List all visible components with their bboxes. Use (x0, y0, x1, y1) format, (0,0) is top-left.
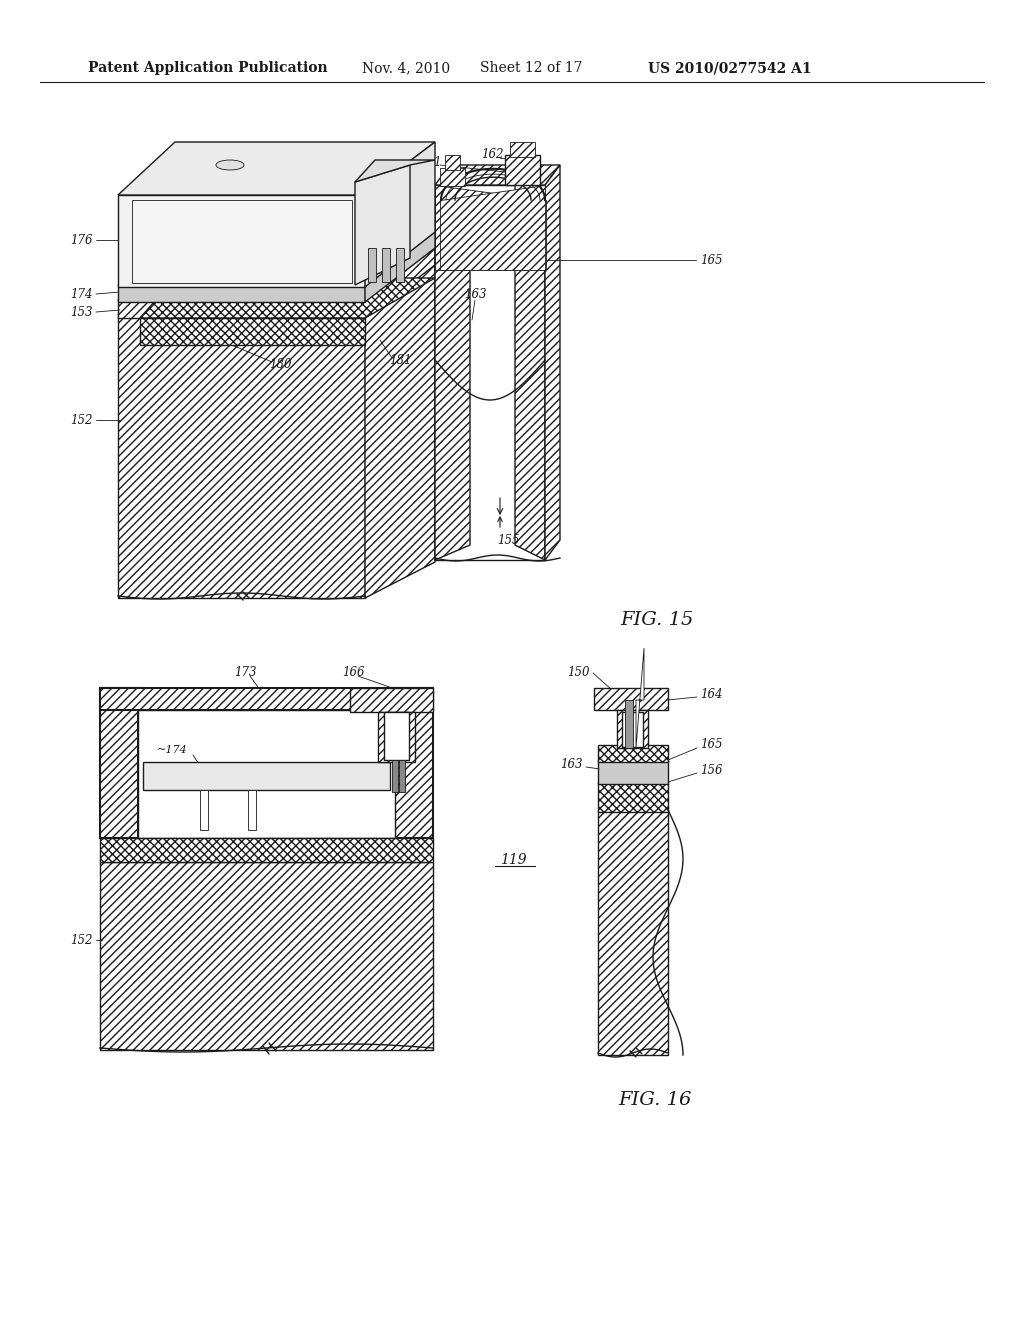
Polygon shape (435, 165, 560, 185)
Polygon shape (118, 143, 435, 195)
Polygon shape (384, 711, 409, 760)
Polygon shape (132, 201, 352, 282)
Polygon shape (598, 744, 668, 762)
Text: 162: 162 (480, 149, 503, 161)
Text: ~174: ~174 (157, 744, 187, 755)
Text: 174: 174 (71, 288, 93, 301)
Text: 166: 166 (342, 665, 365, 678)
Text: 161: 161 (419, 157, 441, 169)
Polygon shape (598, 781, 668, 812)
Polygon shape (510, 143, 535, 157)
Polygon shape (435, 185, 545, 560)
Polygon shape (100, 838, 433, 862)
Text: 155: 155 (497, 533, 519, 546)
Polygon shape (594, 688, 668, 710)
Polygon shape (118, 315, 365, 598)
Text: 152: 152 (71, 933, 93, 946)
Polygon shape (200, 789, 208, 830)
Polygon shape (365, 261, 435, 598)
Polygon shape (365, 248, 435, 318)
Text: Nov. 4, 2010: Nov. 4, 2010 (362, 61, 451, 75)
Text: 153: 153 (71, 305, 93, 318)
Polygon shape (505, 154, 540, 185)
Polygon shape (365, 232, 435, 302)
Polygon shape (440, 168, 465, 186)
Text: 181: 181 (389, 354, 412, 367)
Text: 165: 165 (700, 738, 723, 751)
Text: 163: 163 (464, 289, 486, 301)
Text: Patent Application Publication: Patent Application Publication (88, 61, 328, 75)
Polygon shape (100, 688, 433, 710)
Polygon shape (368, 248, 376, 282)
Text: Sheet 12 of 17: Sheet 12 of 17 (480, 61, 583, 75)
Polygon shape (617, 710, 648, 748)
Text: 164: 164 (700, 689, 723, 701)
Polygon shape (118, 285, 365, 302)
Polygon shape (515, 185, 545, 560)
Polygon shape (355, 165, 410, 285)
Text: 152: 152 (71, 413, 93, 426)
Text: 176: 176 (71, 234, 93, 247)
Text: 173: 173 (233, 665, 256, 678)
Polygon shape (350, 688, 433, 711)
Text: 165: 165 (700, 253, 723, 267)
Polygon shape (545, 165, 560, 560)
Text: 165: 165 (347, 181, 370, 194)
Polygon shape (636, 648, 644, 748)
Polygon shape (435, 185, 546, 271)
Text: 119: 119 (500, 853, 526, 867)
Polygon shape (118, 232, 435, 285)
Polygon shape (392, 760, 398, 792)
Polygon shape (395, 688, 433, 838)
Polygon shape (118, 261, 435, 315)
Ellipse shape (216, 160, 244, 170)
Text: 180: 180 (268, 359, 291, 371)
Polygon shape (598, 810, 668, 1055)
Polygon shape (118, 300, 365, 318)
Text: 156: 156 (700, 763, 723, 776)
Polygon shape (399, 760, 406, 792)
Polygon shape (445, 154, 460, 170)
Polygon shape (382, 248, 390, 282)
Polygon shape (355, 160, 435, 182)
Polygon shape (365, 143, 435, 286)
Text: FIG. 16: FIG. 16 (618, 1092, 691, 1109)
Polygon shape (140, 318, 365, 345)
Polygon shape (625, 700, 633, 748)
Polygon shape (396, 248, 404, 282)
Polygon shape (100, 688, 138, 838)
Polygon shape (248, 789, 256, 830)
Polygon shape (598, 760, 668, 784)
Polygon shape (140, 279, 435, 318)
Polygon shape (622, 711, 643, 747)
Polygon shape (378, 711, 415, 762)
Polygon shape (100, 862, 433, 1049)
Text: US 2010/0277542 A1: US 2010/0277542 A1 (648, 61, 812, 75)
Text: 150: 150 (567, 665, 590, 678)
Polygon shape (138, 710, 395, 838)
Text: 170: 170 (304, 191, 327, 205)
Polygon shape (118, 195, 365, 286)
Text: 171: 171 (259, 198, 282, 211)
Polygon shape (440, 185, 545, 271)
Text: FIG. 15: FIG. 15 (620, 611, 693, 630)
Polygon shape (435, 185, 470, 560)
Polygon shape (143, 762, 390, 789)
Text: 163: 163 (560, 759, 583, 771)
Polygon shape (118, 248, 435, 300)
